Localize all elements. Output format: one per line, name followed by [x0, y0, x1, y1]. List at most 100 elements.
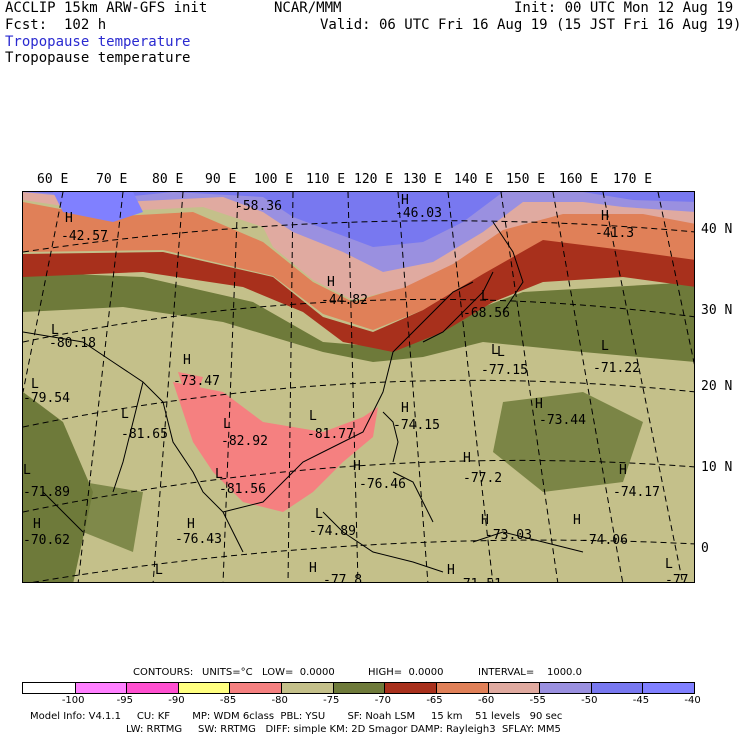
fill-band-85-80: [173, 382, 378, 512]
map-marker: H: [463, 451, 471, 466]
lon-label: 170 E: [613, 172, 653, 187]
map-value: -79.54: [23, 391, 70, 406]
lon-label: 60 E: [37, 172, 69, 187]
map-marker: L: [31, 377, 39, 392]
high-label: HIGH= 0.0000: [368, 667, 444, 678]
low-label: LOW= 0.0000: [262, 667, 335, 678]
map-value: -77.2: [463, 471, 502, 486]
map-marker: H: [447, 563, 455, 578]
map-value: -71.22: [593, 361, 640, 376]
init-time: Init: 00 UTC Mon 12 Aug 19: [514, 0, 734, 16]
physics-info-line: LW: RRTMG SW: RRTMG DIFF: simple KM: 2D …: [126, 724, 561, 735]
colorbar-cell: [23, 683, 75, 693]
map-value: -81.56: [219, 482, 266, 497]
graticule: [23, 192, 694, 582]
fill-band-60-55: [23, 202, 694, 330]
map-value: -41.3: [595, 226, 634, 241]
map-marker: H: [183, 353, 191, 368]
map-marker: H: [353, 459, 361, 474]
map-value: -46.03: [395, 206, 442, 221]
colorbar-tick-label: -40: [684, 695, 701, 706]
map-value: -68.56: [463, 306, 510, 321]
map-value: -71.89: [23, 485, 70, 500]
map-marker: L: [155, 563, 163, 578]
colorbar-tick-label: -45: [632, 695, 650, 706]
map-value: -77: [665, 573, 688, 583]
colorbar-cell: [332, 683, 385, 693]
map-value: -74.89: [309, 524, 356, 539]
map-value: -82.92: [221, 434, 268, 449]
map-value: -74.06: [581, 533, 628, 548]
colorbar-cell: [177, 683, 230, 693]
map-value: -76.43: [175, 532, 222, 547]
contours-label: CONTOURS:: [133, 667, 194, 678]
lon-label: 70 E: [96, 172, 128, 187]
map-marker: L: [223, 417, 231, 432]
map-label-group: H -42.57 -58.36 H -46.03 H -41.3 H -44.8…: [23, 193, 688, 583]
lon-label: 150 E: [506, 172, 546, 187]
colorbar-tick-label: -70: [374, 695, 392, 706]
lat-label: 40 N: [701, 222, 733, 237]
valid-time: Valid: 06 UTC Fri 16 Aug 19 (15 JST Fri …: [320, 17, 740, 33]
map-value: -42.57: [61, 229, 108, 244]
map-value: -74.15: [393, 418, 440, 433]
organization: NCAR/MMM: [274, 0, 342, 16]
colorbar-tick-label: -85: [219, 695, 237, 706]
fill-band-45-40: [23, 192, 694, 247]
fill-band-85-80-north: [178, 372, 203, 392]
map-marker: L: [23, 463, 31, 478]
map-marker: L: [51, 323, 59, 338]
colorbar-cell: [281, 683, 333, 693]
map-marker: L: [315, 507, 323, 522]
map-value: -80.18: [49, 336, 96, 351]
colorbar-cell: [126, 683, 178, 693]
colorbar-tick-label: -50: [581, 695, 598, 706]
map-marker: L: [481, 289, 489, 304]
lon-label: 160 E: [559, 172, 599, 187]
map-value: -44.82: [321, 293, 368, 308]
field-name-black: Tropopause temperature: [5, 50, 191, 66]
map-marker: L: [491, 343, 499, 358]
colorbar-tick-label: -80: [271, 695, 288, 706]
map-value: -71.51: [455, 577, 502, 583]
map-marker: L: [497, 345, 505, 360]
map-value: -73.44: [539, 413, 586, 428]
lon-label: 110 E: [306, 172, 346, 187]
map-marker: H: [65, 211, 73, 226]
colorbar-cell: [590, 683, 643, 693]
forecast-hour: Fcst: 102 h: [5, 17, 107, 33]
map-marker: H: [619, 463, 627, 478]
fill-band-65-60: [23, 237, 694, 352]
lon-label: 130 E: [403, 172, 443, 187]
model-title: ACCLIP 15km ARW-GFS init: [5, 0, 208, 16]
tropopause-temperature-map: H -42.57 -58.36 H -46.03 H -41.3 H -44.8…: [23, 192, 694, 583]
colorbar-cell: [74, 683, 127, 693]
map-value: -76.46: [359, 477, 406, 492]
map-marker: H: [573, 513, 581, 528]
colorbar-tick-label: -100: [61, 695, 85, 706]
colorbar-cell: [229, 683, 282, 693]
colorbar-tick-label: -90: [168, 695, 185, 706]
map-marker: H: [327, 275, 335, 290]
lat-label: 30 N: [701, 303, 733, 318]
map-panel[interactable]: H -42.57 -58.36 H -46.03 H -41.3 H -44.8…: [22, 191, 695, 583]
map-value: -81.65: [121, 427, 168, 442]
map-marker: H: [33, 517, 41, 532]
lon-label: 90 E: [205, 172, 237, 187]
field-name-blue: Tropopause temperature: [5, 34, 191, 50]
fill-band-70-65-bay: [83, 482, 143, 552]
map-value: -70.62: [23, 533, 70, 548]
map-marker: L: [215, 467, 223, 482]
map-marker: H: [481, 513, 489, 528]
map-marker: H: [187, 517, 195, 532]
map-value: -58.36: [235, 199, 282, 214]
map-value: -77.8: [323, 573, 362, 583]
lon-label: 140 E: [454, 172, 494, 187]
units-label: UNITS=°C: [202, 667, 253, 678]
colorbar-tick-label: -75: [323, 695, 340, 706]
colorbar-cell: [435, 683, 488, 693]
map-marker: L: [121, 407, 129, 422]
map-value: -73.47: [173, 374, 220, 389]
map-marker: H: [535, 397, 543, 412]
colorbar-tick-label: -60: [477, 695, 495, 706]
